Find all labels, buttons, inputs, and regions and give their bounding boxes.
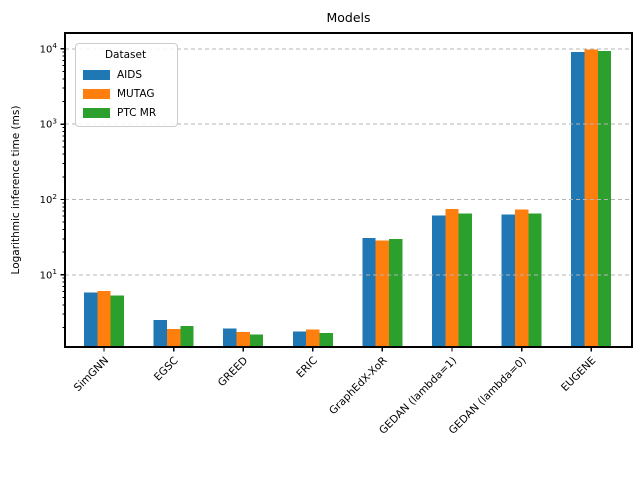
y-tick-label: 103 xyxy=(40,116,58,130)
bar-egsc-ptc-mr xyxy=(180,325,194,347)
legend-item-aids: AIDS xyxy=(83,69,168,81)
bar-greed-aids xyxy=(223,328,237,347)
x-tick-label-graphedx-xor: GraphEdX-XoR xyxy=(327,355,389,417)
bar-eric-ptc-mr xyxy=(319,333,333,347)
bar-greed-mutag xyxy=(236,332,250,347)
bar-eric-aids xyxy=(292,331,307,347)
legend-items: AIDS MUTAG PTC MR xyxy=(83,69,168,119)
bar-egsc-aids xyxy=(153,320,167,347)
bar-simgnn-ptc-mr xyxy=(110,295,124,347)
x-tick-label-eugene: EUGENE xyxy=(559,355,598,394)
ticks-group xyxy=(60,48,592,352)
legend-item-ptc-mr: PTC MR xyxy=(83,107,168,119)
legend-item-label: PTC MR xyxy=(117,107,157,119)
x-tick-label-eric: ERIC xyxy=(294,355,320,381)
bar-gedan-lambda-0-aids xyxy=(501,214,515,347)
legend-item-label: MUTAG xyxy=(117,88,155,100)
bar-eric-mutag xyxy=(306,329,320,347)
legend-item-label: AIDS xyxy=(117,69,143,81)
legend-swatch-ptc-mr-icon xyxy=(83,108,110,118)
bar-simgnn-mutag xyxy=(97,290,111,347)
bar-gedan-lambda-1-aids xyxy=(432,215,446,347)
y-tick-label: 102 xyxy=(40,192,57,206)
bar-eugene-mutag xyxy=(584,49,598,347)
legend-swatch-aids-icon xyxy=(83,70,110,80)
bar-greed-ptc-mr xyxy=(249,334,264,347)
legend-title: Dataset xyxy=(104,49,147,61)
bar-graphedx-xor-ptc-mr xyxy=(389,238,403,347)
bar-graphedx-xor-aids xyxy=(362,237,376,347)
x-tick-label-gedan-lambda-1: GEDAN (lambda=1) xyxy=(377,355,459,437)
bar-gedan-lambda-0-ptc-mr xyxy=(528,213,542,347)
bar-simgnn-aids xyxy=(84,292,98,347)
legend: Dataset AIDS MUTAG PTC MR xyxy=(75,43,178,127)
bar-egsc-mutag xyxy=(166,329,181,347)
chart-title: Models xyxy=(326,10,371,25)
x-tick-label-greed: GREED xyxy=(216,355,251,390)
x-tick-label-gedan-lambda-0: GEDAN (lambda=0) xyxy=(447,355,529,437)
x-tick-label-egsc: EGSC xyxy=(152,355,181,384)
legend-swatch-mutag-icon xyxy=(83,89,110,99)
x-tick-label-simgnn: SimGNN xyxy=(72,355,111,394)
bar-gedan-lambda-1-ptc-mr xyxy=(458,213,472,347)
y-tick-label: 101 xyxy=(40,267,57,281)
bar-gedan-lambda-1-mutag xyxy=(445,208,459,347)
axes-frame xyxy=(64,32,633,348)
bar-graphedx-xor-mutag xyxy=(375,240,390,347)
legend-item-mutag: MUTAG xyxy=(83,88,168,100)
y-tick-label: 104 xyxy=(40,41,58,55)
bar-gedan-lambda-0-mutag xyxy=(514,209,529,347)
